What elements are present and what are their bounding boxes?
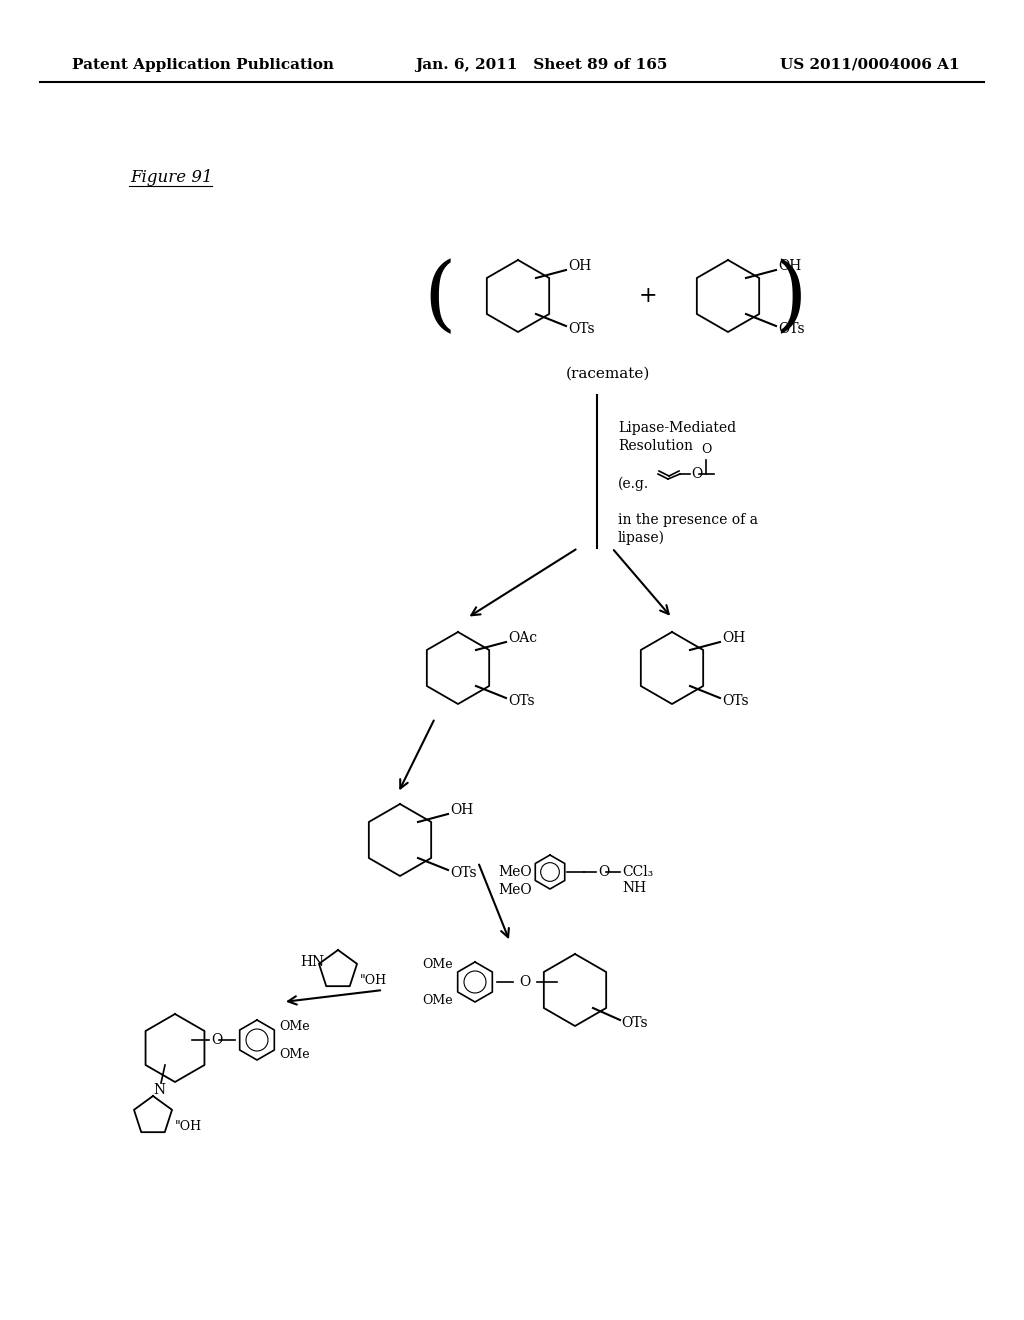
Text: OTs: OTs xyxy=(568,322,595,337)
Text: OH: OH xyxy=(722,631,745,645)
Text: OMe: OMe xyxy=(422,957,453,970)
Text: OTs: OTs xyxy=(722,694,749,708)
Text: NH: NH xyxy=(622,880,646,895)
Text: Patent Application Publication: Patent Application Publication xyxy=(72,58,334,73)
Text: O: O xyxy=(691,467,702,480)
Text: MeO: MeO xyxy=(498,865,531,879)
Text: OMe: OMe xyxy=(422,994,453,1006)
Text: OTs: OTs xyxy=(508,694,535,708)
Text: Jan. 6, 2011   Sheet 89 of 165: Jan. 6, 2011 Sheet 89 of 165 xyxy=(415,58,668,73)
Text: N: N xyxy=(153,1082,165,1097)
Text: in the presence of a: in the presence of a xyxy=(618,513,758,527)
Text: OTs: OTs xyxy=(778,322,805,337)
Text: OMe: OMe xyxy=(279,1019,309,1032)
Text: OH: OH xyxy=(450,803,473,817)
Text: US 2011/0004006 A1: US 2011/0004006 A1 xyxy=(780,58,959,73)
Text: "OH: "OH xyxy=(175,1119,202,1133)
Text: "OH: "OH xyxy=(360,974,387,986)
Text: O: O xyxy=(519,975,530,989)
Text: OH: OH xyxy=(568,259,591,273)
Text: O: O xyxy=(700,444,712,455)
Text: (: ( xyxy=(424,257,457,338)
Text: OMe: OMe xyxy=(279,1048,309,1060)
Text: (e.g.: (e.g. xyxy=(618,477,649,491)
Text: Figure 91: Figure 91 xyxy=(130,169,213,186)
Text: OTs: OTs xyxy=(450,866,476,880)
Text: HN: HN xyxy=(300,954,325,969)
Text: CCl₃: CCl₃ xyxy=(622,865,653,879)
Text: OAc: OAc xyxy=(508,631,538,645)
Text: ): ) xyxy=(774,257,806,338)
Text: (racemate): (racemate) xyxy=(566,367,650,381)
Text: +: + xyxy=(639,285,657,308)
Text: MeO: MeO xyxy=(498,883,531,898)
Text: OH: OH xyxy=(778,259,801,273)
Text: lipase): lipase) xyxy=(618,531,665,545)
Text: O: O xyxy=(211,1034,222,1047)
Text: Resolution: Resolution xyxy=(618,440,693,453)
Text: OTs: OTs xyxy=(621,1016,647,1030)
Text: Lipase-Mediated: Lipase-Mediated xyxy=(618,421,736,436)
Text: O: O xyxy=(598,865,609,879)
